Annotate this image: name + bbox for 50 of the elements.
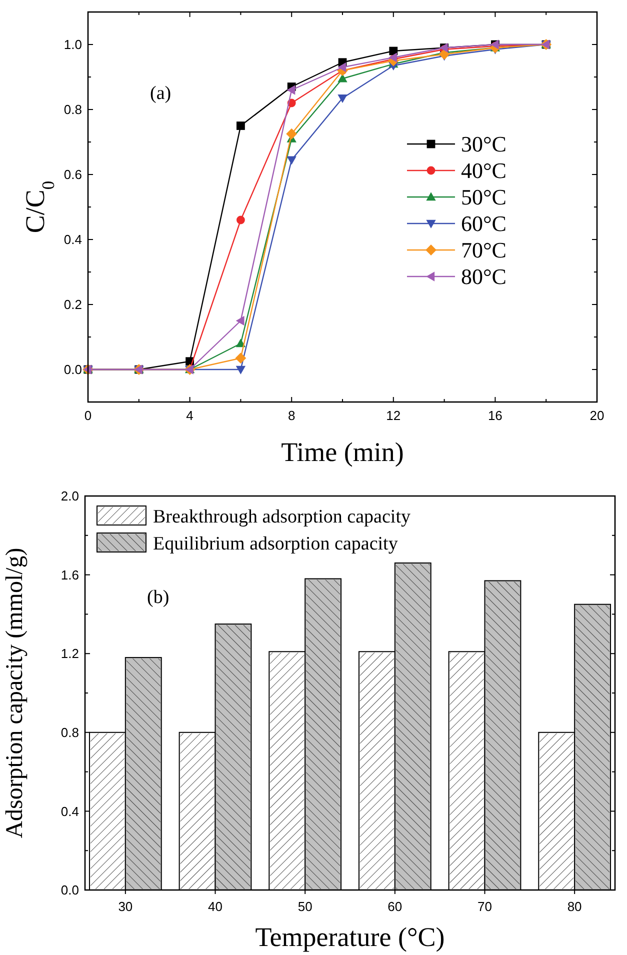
point bbox=[286, 128, 298, 140]
x-tick-label: 8 bbox=[288, 408, 296, 423]
y-tick-label: 2.0 bbox=[60, 488, 79, 504]
legend-label: Breakthrough adsorption capacity bbox=[153, 506, 411, 528]
point bbox=[236, 122, 245, 130]
x-axis-title: Temperature (°C) bbox=[255, 922, 445, 952]
x-tick-label: 60 bbox=[388, 899, 402, 914]
legend-label: 40°C bbox=[461, 158, 506, 184]
x-tick-label: 50 bbox=[298, 899, 312, 914]
annotation: (b) bbox=[147, 587, 170, 608]
annotation: (a) bbox=[150, 83, 172, 104]
legend-label: 60°C bbox=[461, 211, 506, 236]
x-tick-label: 0 bbox=[84, 408, 92, 423]
legend-label: Equilibrium adsorption capacity bbox=[153, 534, 398, 555]
x-tick-label: 40 bbox=[208, 899, 222, 914]
x-tick-label: 20 bbox=[590, 408, 604, 423]
point bbox=[236, 216, 245, 224]
x-tick-label: 30 bbox=[118, 899, 133, 914]
y-tick-label: 0.4 bbox=[64, 232, 82, 248]
point bbox=[338, 74, 348, 82]
y-tick-label: 0.4 bbox=[60, 804, 79, 819]
x-tick-label: 4 bbox=[186, 408, 194, 423]
y-tick-label: 1.0 bbox=[64, 37, 82, 52]
y-axis-title: Adsorption capacity (mmol/g) bbox=[2, 548, 28, 838]
x-tick-label: 80 bbox=[567, 899, 582, 914]
y-tick-label: 0.0 bbox=[60, 882, 79, 898]
point bbox=[338, 94, 348, 103]
legend-label: 80°C bbox=[461, 264, 506, 290]
point bbox=[235, 352, 246, 364]
y-tick-label: 0.6 bbox=[64, 167, 82, 182]
point bbox=[286, 85, 296, 95]
point bbox=[389, 46, 398, 56]
x-tick-label: 12 bbox=[386, 408, 401, 423]
y-tick-label: 0.0 bbox=[64, 362, 82, 378]
legend-label: 70°C bbox=[461, 238, 506, 263]
point bbox=[338, 62, 346, 72]
legend-label: 30°C bbox=[461, 132, 506, 157]
point bbox=[286, 156, 296, 165]
point bbox=[236, 338, 246, 348]
x-axis-title: Time (min) bbox=[281, 437, 404, 467]
x-tick-label: 70 bbox=[478, 899, 492, 914]
x-tick-label: 16 bbox=[488, 408, 502, 423]
point bbox=[236, 316, 244, 326]
y-tick-label: 0.2 bbox=[64, 297, 82, 312]
point bbox=[236, 366, 246, 374]
y-tick-label: 0.8 bbox=[64, 102, 82, 118]
y-tick-label: 1.6 bbox=[60, 567, 79, 582]
legend-label: 50°C bbox=[461, 184, 506, 210]
y-tick-label: 0.8 bbox=[60, 724, 79, 740]
y-tick-label: 1.2 bbox=[60, 646, 79, 662]
